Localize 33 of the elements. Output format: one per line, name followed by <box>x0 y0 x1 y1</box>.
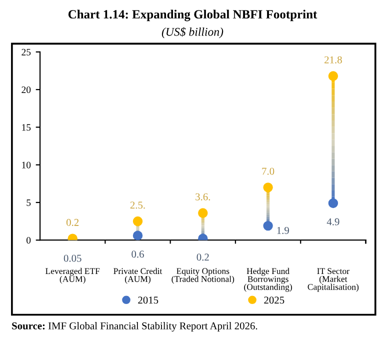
legend-label: 2025 <box>264 296 284 304</box>
data-label: 1.9 <box>277 226 289 234</box>
point <box>328 198 338 208</box>
data-label: 4.9 <box>326 218 340 226</box>
data-label: 7.0 <box>262 168 274 175</box>
point <box>132 230 143 240</box>
point <box>263 182 273 192</box>
point <box>198 208 208 218</box>
y-tick-label: 25 <box>22 48 31 56</box>
x-tick-label: Equity Options (Traded Notional) <box>172 268 234 284</box>
y-tick-label: 10 <box>22 162 31 168</box>
x-tick-label: IT Sector (Market Capitalisation) <box>308 268 359 292</box>
x-tick-label: Hedge Fund Borrowings (Outstanding) <box>244 268 292 292</box>
data-label: 3.6. <box>196 193 210 200</box>
y-tick-label: 0 <box>26 237 31 244</box>
chart-title: Chart 1.14: Expanding Global NBFI Footprint <box>68 10 318 22</box>
point <box>328 71 338 81</box>
y-tick-label: 5 <box>26 199 31 206</box>
chart-subtitle: (US$ billion) <box>162 27 224 38</box>
legend-label: 2015 <box>138 296 158 304</box>
point <box>263 220 273 231</box>
data-label: 21.8 <box>324 56 342 64</box>
data-label: 0.2 <box>196 254 209 261</box>
data-label: 0.05 <box>64 254 82 262</box>
y-tick-label: 20 <box>22 86 31 94</box>
data-label: 0.6 <box>132 250 144 258</box>
y-tick-label: 15 <box>22 124 31 131</box>
x-tick-label: Private Credit (AUM) <box>114 268 162 284</box>
point <box>132 216 143 226</box>
data-label: 0.2 <box>66 218 79 226</box>
source-note: Source: IMF Global Financial Stability Report April 2026. <box>12 322 258 332</box>
x-tick-label: Leveraged ETF (AUM) <box>46 268 100 284</box>
data-label: 2.5. <box>130 202 145 209</box>
